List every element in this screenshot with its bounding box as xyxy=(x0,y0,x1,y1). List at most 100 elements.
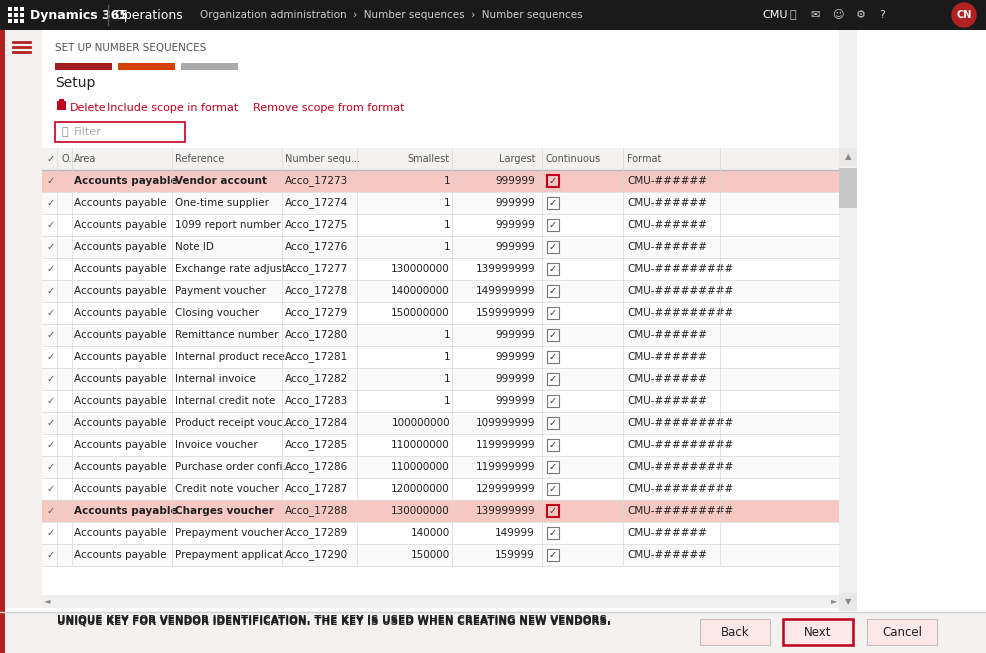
Text: 1: 1 xyxy=(443,220,450,230)
Bar xyxy=(546,483,558,495)
Bar xyxy=(20,19,24,23)
Bar xyxy=(20,7,24,11)
Text: 139999999: 139999999 xyxy=(475,506,534,516)
Text: ▲: ▲ xyxy=(844,153,850,161)
Bar xyxy=(838,148,856,166)
Bar xyxy=(546,461,558,473)
Text: CMU-######: CMU-###### xyxy=(626,550,706,560)
Text: Acco_17275: Acco_17275 xyxy=(285,219,348,231)
Text: 1: 1 xyxy=(443,198,450,208)
Text: CMU-######: CMU-###### xyxy=(626,352,706,362)
Text: UNIQUE KEY FOR VENDOR IDENTIFICATION. THE KEY IS USED WHEN CREATING NEW VENDORS.: UNIQUE KEY FOR VENDOR IDENTIFICATION. TH… xyxy=(57,615,610,625)
Text: Dynamics 365: Dynamics 365 xyxy=(30,8,128,22)
Text: CMU-#########: CMU-######### xyxy=(626,418,733,428)
Text: CMU-#########: CMU-######### xyxy=(626,308,733,318)
Bar xyxy=(699,619,769,645)
Text: ✓: ✓ xyxy=(47,176,55,186)
Text: 999999: 999999 xyxy=(495,242,534,252)
Text: 150000000: 150000000 xyxy=(390,308,450,318)
Text: ✓: ✓ xyxy=(548,198,556,208)
Text: Area: Area xyxy=(74,154,97,164)
Text: ✓: ✓ xyxy=(548,440,556,450)
Text: Accounts payable: Accounts payable xyxy=(74,242,167,252)
Text: Back: Back xyxy=(720,626,748,639)
Text: Acco_17282: Acco_17282 xyxy=(285,374,348,385)
Text: 150000: 150000 xyxy=(410,550,450,560)
Text: Accounts payable: Accounts payable xyxy=(74,418,167,428)
Bar xyxy=(42,258,838,280)
Text: ✓: ✓ xyxy=(47,286,55,296)
Text: Accounts payable: Accounts payable xyxy=(74,506,177,516)
Text: Include scope in format: Include scope in format xyxy=(106,103,238,113)
Text: ✓: ✓ xyxy=(548,176,556,186)
Bar xyxy=(8,13,12,17)
Bar xyxy=(14,13,18,17)
Text: 109999999: 109999999 xyxy=(475,418,534,428)
Text: 999999: 999999 xyxy=(495,374,534,384)
Text: ✓: ✓ xyxy=(548,374,556,384)
Text: CMU-######: CMU-###### xyxy=(626,242,706,252)
Text: Vendor account: Vendor account xyxy=(175,176,267,186)
Bar xyxy=(42,522,838,544)
Bar xyxy=(0,30,5,653)
Text: ⚙: ⚙ xyxy=(855,10,865,20)
Bar xyxy=(546,527,558,539)
Text: Acco_17273: Acco_17273 xyxy=(285,176,348,187)
Bar xyxy=(20,13,24,17)
Bar xyxy=(42,30,857,600)
Text: CMU-#########: CMU-######### xyxy=(626,440,733,450)
Text: Payment voucher: Payment voucher xyxy=(175,286,266,296)
Bar xyxy=(546,395,558,407)
Text: 149999: 149999 xyxy=(495,528,534,538)
Text: Product receipt vouc...: Product receipt vouc... xyxy=(175,418,292,428)
Text: ✓: ✓ xyxy=(548,418,556,428)
Text: ✓: ✓ xyxy=(548,506,556,516)
Bar xyxy=(55,63,111,70)
Bar xyxy=(59,99,64,101)
Text: Purchase order confi...: Purchase order confi... xyxy=(175,462,292,472)
Bar xyxy=(42,434,838,456)
Text: 159999: 159999 xyxy=(495,550,534,560)
Text: ▼: ▼ xyxy=(844,597,850,607)
Text: Acco_17280: Acco_17280 xyxy=(285,330,348,340)
Bar xyxy=(546,439,558,451)
Bar xyxy=(42,412,838,434)
Text: ☺: ☺ xyxy=(831,10,843,20)
Text: CMU-######: CMU-###### xyxy=(626,374,706,384)
Text: ✓: ✓ xyxy=(548,484,556,494)
Text: 1: 1 xyxy=(443,330,450,340)
Text: 1: 1 xyxy=(443,176,450,186)
Text: Internal product rece...: Internal product rece... xyxy=(175,352,295,362)
Text: 1099 report number: 1099 report number xyxy=(175,220,280,230)
Bar xyxy=(8,7,12,11)
Text: ?: ? xyxy=(879,10,884,20)
Bar xyxy=(546,197,558,209)
Bar xyxy=(42,280,838,302)
Bar xyxy=(42,595,838,608)
Text: Accounts payable: Accounts payable xyxy=(74,374,167,384)
Text: Filter: Filter xyxy=(74,127,102,137)
Text: Cancel: Cancel xyxy=(881,626,921,639)
Text: Accounts payable: Accounts payable xyxy=(74,176,177,186)
Text: Largest: Largest xyxy=(498,154,534,164)
Bar xyxy=(0,608,986,632)
Text: CMU-#########: CMU-######### xyxy=(626,506,733,516)
Text: Accounts payable: Accounts payable xyxy=(74,352,167,362)
Text: ✓: ✓ xyxy=(47,220,55,230)
Text: Charges voucher: Charges voucher xyxy=(175,506,273,516)
Text: CMU: CMU xyxy=(761,10,787,20)
Bar xyxy=(180,63,238,70)
Text: Accounts payable: Accounts payable xyxy=(74,264,167,274)
Bar xyxy=(118,63,175,70)
Bar xyxy=(546,241,558,253)
Bar xyxy=(866,619,936,645)
Text: 1: 1 xyxy=(443,374,450,384)
Text: 999999: 999999 xyxy=(495,396,534,406)
Text: Prepayment voucher: Prepayment voucher xyxy=(175,528,283,538)
Text: 140000000: 140000000 xyxy=(390,286,450,296)
Text: O...: O... xyxy=(61,154,77,164)
Text: Accounts payable: Accounts payable xyxy=(74,330,167,340)
Text: Acco_17288: Acco_17288 xyxy=(285,505,348,517)
Text: ✓: ✓ xyxy=(47,198,55,208)
Text: Acco_17274: Acco_17274 xyxy=(285,198,348,208)
